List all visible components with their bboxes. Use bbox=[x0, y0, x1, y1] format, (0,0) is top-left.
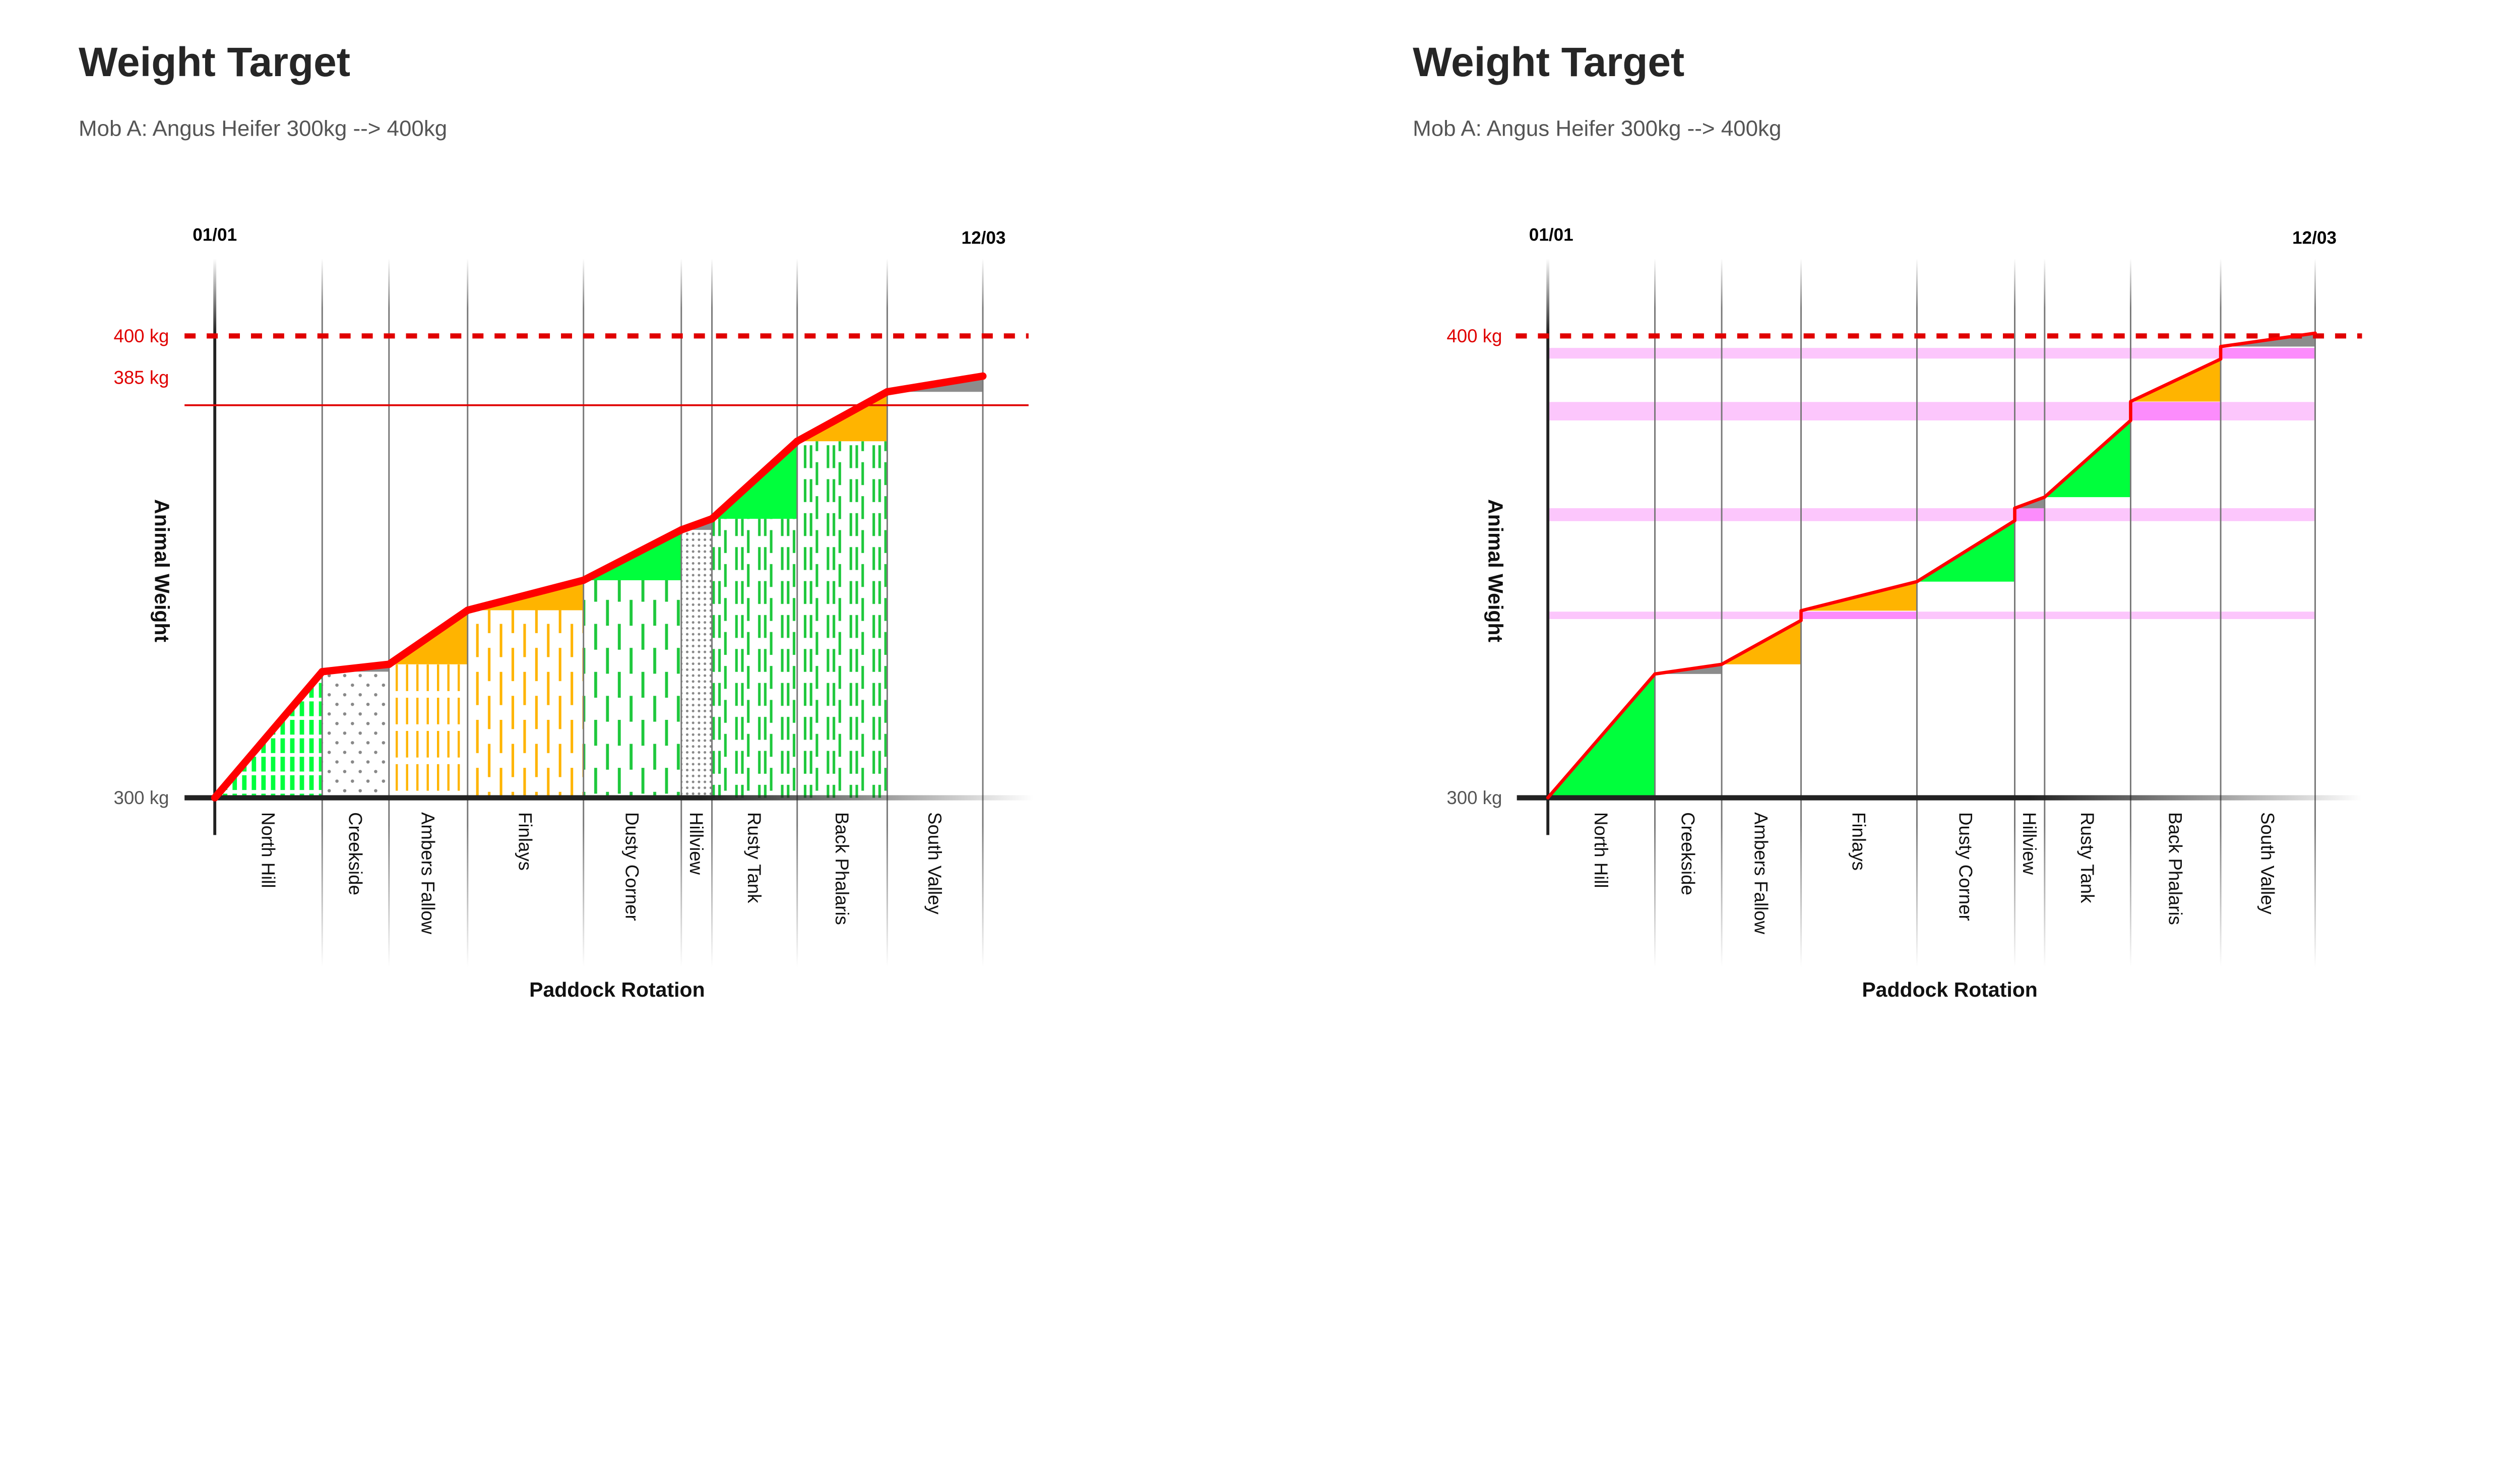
chart-title: Weight Target bbox=[1413, 39, 1684, 85]
chart-left: Weight Target Mob A: Angus Heifer 300kg … bbox=[79, 39, 1005, 1001]
chart-title: Weight Target bbox=[79, 39, 350, 85]
reference-weight-label: 385 kg bbox=[113, 368, 169, 388]
paddock-label: Rusty Tank bbox=[744, 812, 765, 903]
paddock-label: Rusty Tank bbox=[2077, 812, 2098, 903]
weight-band bbox=[1548, 348, 2315, 359]
paddock-pattern-fill bbox=[681, 530, 712, 798]
paddock-pattern-fill bbox=[797, 441, 888, 798]
weight-point bbox=[979, 372, 987, 380]
min-weight-label: 300 kg bbox=[1446, 787, 1502, 808]
weight-band-highlight bbox=[1801, 612, 1917, 619]
y-axis-title: Animal Weight bbox=[151, 499, 174, 642]
weight-line bbox=[1546, 331, 2317, 800]
weight-band-highlight bbox=[2130, 402, 2221, 421]
paddock-label: Ambers Fallow bbox=[1751, 812, 1772, 935]
y-axis-title: Animal Weight bbox=[1484, 499, 1507, 642]
min-weight-label: 300 kg bbox=[113, 787, 169, 808]
weight-line bbox=[211, 372, 987, 802]
weight-gain-fill bbox=[2221, 333, 2315, 347]
chart-left-marks: North Hill Creekside Ambers Fallow Finlays D… bbox=[184, 258, 1034, 967]
weight-point bbox=[318, 668, 326, 676]
chart-right-marks: North Hill Creekside Ambers Fallow Finlays D… bbox=[1516, 258, 2362, 967]
end-date-label: 12/03 bbox=[2292, 228, 2337, 248]
paddock-label: Back Phalaris bbox=[2165, 812, 2186, 925]
weight-point bbox=[677, 526, 685, 534]
weight-point bbox=[385, 660, 393, 668]
weight-point bbox=[580, 576, 588, 584]
paddock-pattern-fill bbox=[322, 671, 389, 798]
weight-point bbox=[2129, 418, 2132, 422]
weight-target-charts: Weight Target Mob A: Angus Heifer 300kg … bbox=[79, 39, 2362, 1001]
weight-band bbox=[1548, 612, 2315, 619]
paddock-pattern-fill bbox=[712, 519, 797, 798]
weight-band-highlight bbox=[2221, 348, 2315, 359]
paddock-pattern-fill bbox=[583, 580, 681, 798]
paddock-label: Back Phalaris bbox=[832, 812, 852, 925]
weight-point bbox=[708, 515, 716, 523]
paddock-label: Ambers Fallow bbox=[418, 812, 438, 935]
paddock-label: North Hill bbox=[258, 812, 279, 888]
paddock-label: Finlays bbox=[515, 812, 536, 871]
start-date-label: 01/01 bbox=[193, 225, 237, 245]
weight-point bbox=[2043, 495, 2047, 499]
weight-point bbox=[884, 388, 891, 396]
weight-point bbox=[1720, 662, 1724, 666]
target-weight-label: 400 kg bbox=[113, 326, 169, 346]
paddock-label: Dusty Corner bbox=[622, 812, 643, 921]
weight-point bbox=[2013, 519, 2017, 523]
paddock-label: Creekside bbox=[1678, 812, 1698, 895]
paddock-label: North Hill bbox=[1591, 812, 1611, 888]
weight-band bbox=[1548, 508, 2315, 521]
end-date-label: 12/03 bbox=[962, 228, 1006, 248]
weight-point bbox=[2219, 357, 2223, 361]
chart-subtitle: Mob A: Angus Heifer 300kg --> 400kg bbox=[79, 116, 447, 141]
weight-gain-fill bbox=[1548, 674, 1655, 798]
paddock-label: Hillview bbox=[686, 812, 707, 875]
paddock-label: Creekside bbox=[345, 812, 365, 895]
weight-point bbox=[1653, 672, 1657, 676]
weight-point bbox=[464, 606, 472, 614]
weight-gain-fill bbox=[1722, 620, 1801, 664]
weight-point bbox=[793, 437, 801, 445]
paddock-pattern-fill bbox=[467, 610, 584, 798]
paddock-label: South Valley bbox=[924, 812, 945, 915]
target-weight-label: 400 kg bbox=[1446, 326, 1502, 346]
chart-right: Weight Target Mob A: Angus Heifer 300kg … bbox=[1413, 39, 2337, 1001]
weight-point bbox=[1915, 580, 1919, 584]
weight-point bbox=[2313, 331, 2317, 335]
paddock-label: Dusty Corner bbox=[1955, 812, 1976, 921]
weight-point bbox=[1799, 619, 1803, 622]
x-axis-title: Paddock Rotation bbox=[529, 978, 705, 1001]
start-date-label: 01/01 bbox=[1529, 225, 1573, 245]
paddock-pattern-fill bbox=[389, 664, 468, 798]
paddock-label: Hillview bbox=[2019, 812, 2040, 875]
paddock-label: South Valley bbox=[2257, 812, 2278, 915]
weight-band-highlight bbox=[2014, 508, 2045, 521]
x-axis-title: Paddock Rotation bbox=[1862, 978, 2038, 1001]
chart-subtitle: Mob A: Angus Heifer 300kg --> 400kg bbox=[1413, 116, 1781, 141]
paddock-label: Finlays bbox=[1848, 812, 1869, 871]
